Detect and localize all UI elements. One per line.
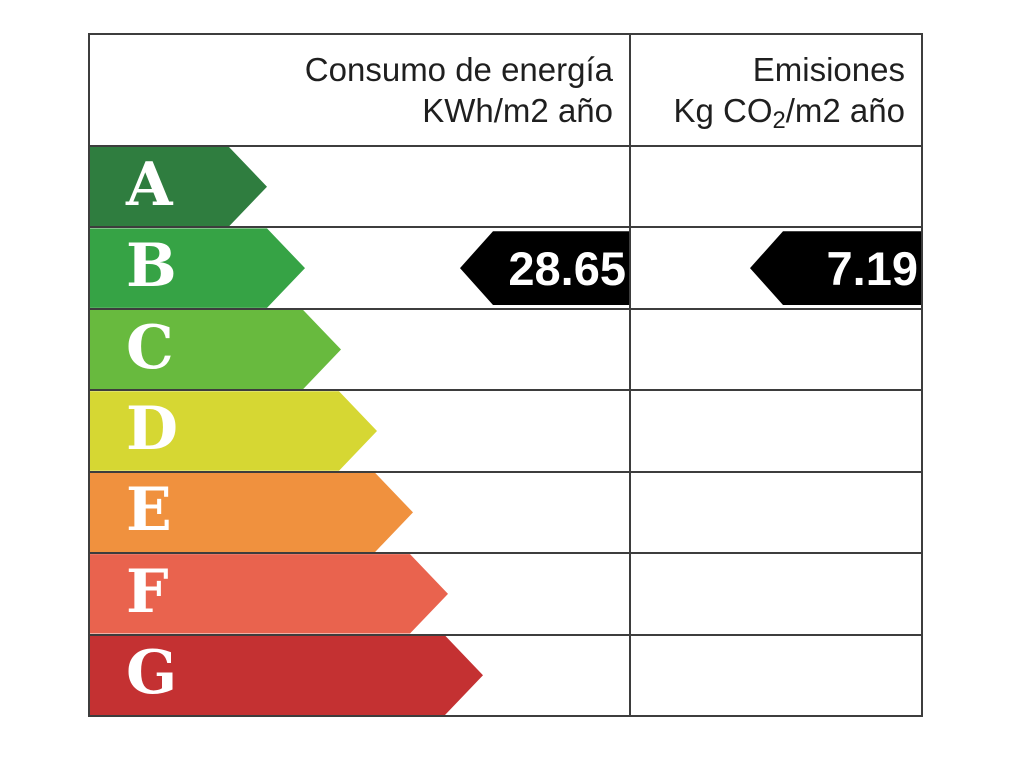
emissions-header-cell: Emisiones Kg CO2/m2 año [631, 35, 921, 145]
emissions-value-marker: 7.19 [750, 231, 921, 306]
rating-table: Consumo de energía KWh/m2 año Emisiones … [88, 33, 923, 717]
rating-letter-d: D [126, 393, 179, 464]
consumption-column-header: Consumo de energía KWh/m2 año [90, 35, 629, 145]
consumption-title: Consumo de energía [304, 51, 613, 88]
rating-letter-c: C [126, 312, 174, 383]
consumption-value-marker: 28.65 [460, 231, 629, 306]
rating-row-e: E [90, 472, 921, 555]
rating-arrow-d: D [90, 391, 377, 470]
rating-rows: A B 28.65 7.19 [90, 147, 921, 715]
rating-letter-g: G [126, 638, 178, 709]
consumption-value: 28.65 [508, 241, 626, 295]
rating-letter-e: E [126, 475, 172, 546]
rating-row-a: A [90, 147, 921, 229]
rating-arrow-f: F [90, 554, 448, 633]
rating-row-b: B 28.65 7.19 [90, 228, 921, 310]
rating-arrow-e: E [90, 473, 413, 552]
rating-letter-b: B [126, 231, 177, 302]
rating-row-c: C [90, 309, 921, 392]
rating-letter-f: F [126, 556, 169, 627]
rating-letter-a: A [126, 149, 173, 220]
rating-arrow-c: C [90, 310, 341, 389]
consumption-unit: KWh/m2 año [422, 92, 613, 129]
emissions-unit: Kg CO2/m2 año [673, 92, 905, 134]
rating-arrow-b: B [90, 228, 305, 307]
emissions-column-header: Emisiones Kg CO2/m2 año [631, 35, 921, 145]
rating-arrow-a: A [90, 147, 267, 226]
rating-row-f: F [90, 554, 921, 636]
rating-row-g: G [90, 635, 921, 715]
emissions-title: Emisiones [752, 51, 905, 88]
table-header: Consumo de energía KWh/m2 año Emisiones … [90, 35, 921, 147]
rating-arrow-g: G [90, 636, 483, 715]
emissions-value: 7.19 [826, 241, 918, 295]
rating-row-d: D [90, 391, 921, 473]
consumption-header-cell: Consumo de energía KWh/m2 año [90, 35, 631, 145]
